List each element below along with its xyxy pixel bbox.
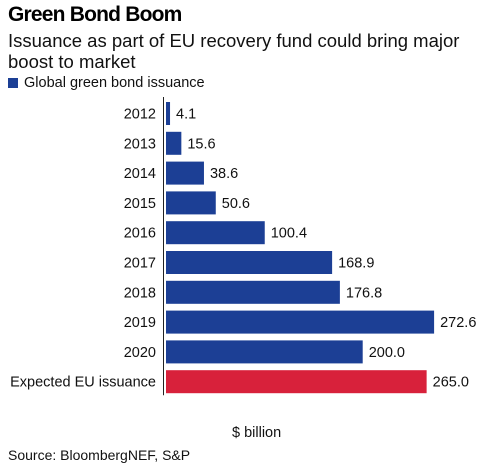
legend-label: Global green bond issuance [24,75,205,91]
category-label: 2019 [124,315,156,331]
category-label: 2013 [124,136,156,152]
value-label: 265.0 [433,375,469,391]
bar-2013 [166,131,182,155]
value-label: 4.1 [176,107,196,123]
bar-chart: 2012 4.1 2013 15.6 2014 38.6 2015 50.6 2016 100.4… [10,97,476,396]
chart-title: Green Bond Boom [8,3,182,26]
value-label: 50.6 [222,196,250,212]
bar-expected-eu-issuance [166,370,427,394]
bar-2014 [166,161,204,185]
value-label: 272.6 [440,315,476,331]
value-label: 176.8 [346,285,382,301]
bar-2018 [166,280,340,304]
source-note: Source: BloombergNEF, S&P [8,447,191,463]
category-label: 2016 [124,226,156,242]
category-label: 2015 [124,196,156,212]
value-label: 38.6 [210,166,238,182]
category-label: 2018 [124,285,156,301]
category-label: 2017 [124,256,156,272]
legend-swatch [8,78,18,88]
category-label: 2012 [124,107,156,123]
bar-2019 [166,310,435,334]
bar-2020 [166,340,363,364]
value-label: 200.0 [369,345,405,361]
value-label: 100.4 [271,226,307,242]
chart-subtitle: Issuance as part of EU recovery fund cou… [8,30,460,72]
bar-2015 [166,191,216,215]
axis-unit-label: $ billion [232,425,282,441]
category-label: 2020 [124,345,156,361]
legend: Global green bond issuance [8,75,205,91]
bar-2017 [166,251,333,274]
category-label: 2014 [124,166,156,182]
bar-2016 [166,221,265,245]
value-label: 15.6 [187,136,215,152]
value-label: 168.9 [338,256,374,272]
bar-2012 [166,102,171,125]
category-label: Expected EU issuance [10,375,156,391]
